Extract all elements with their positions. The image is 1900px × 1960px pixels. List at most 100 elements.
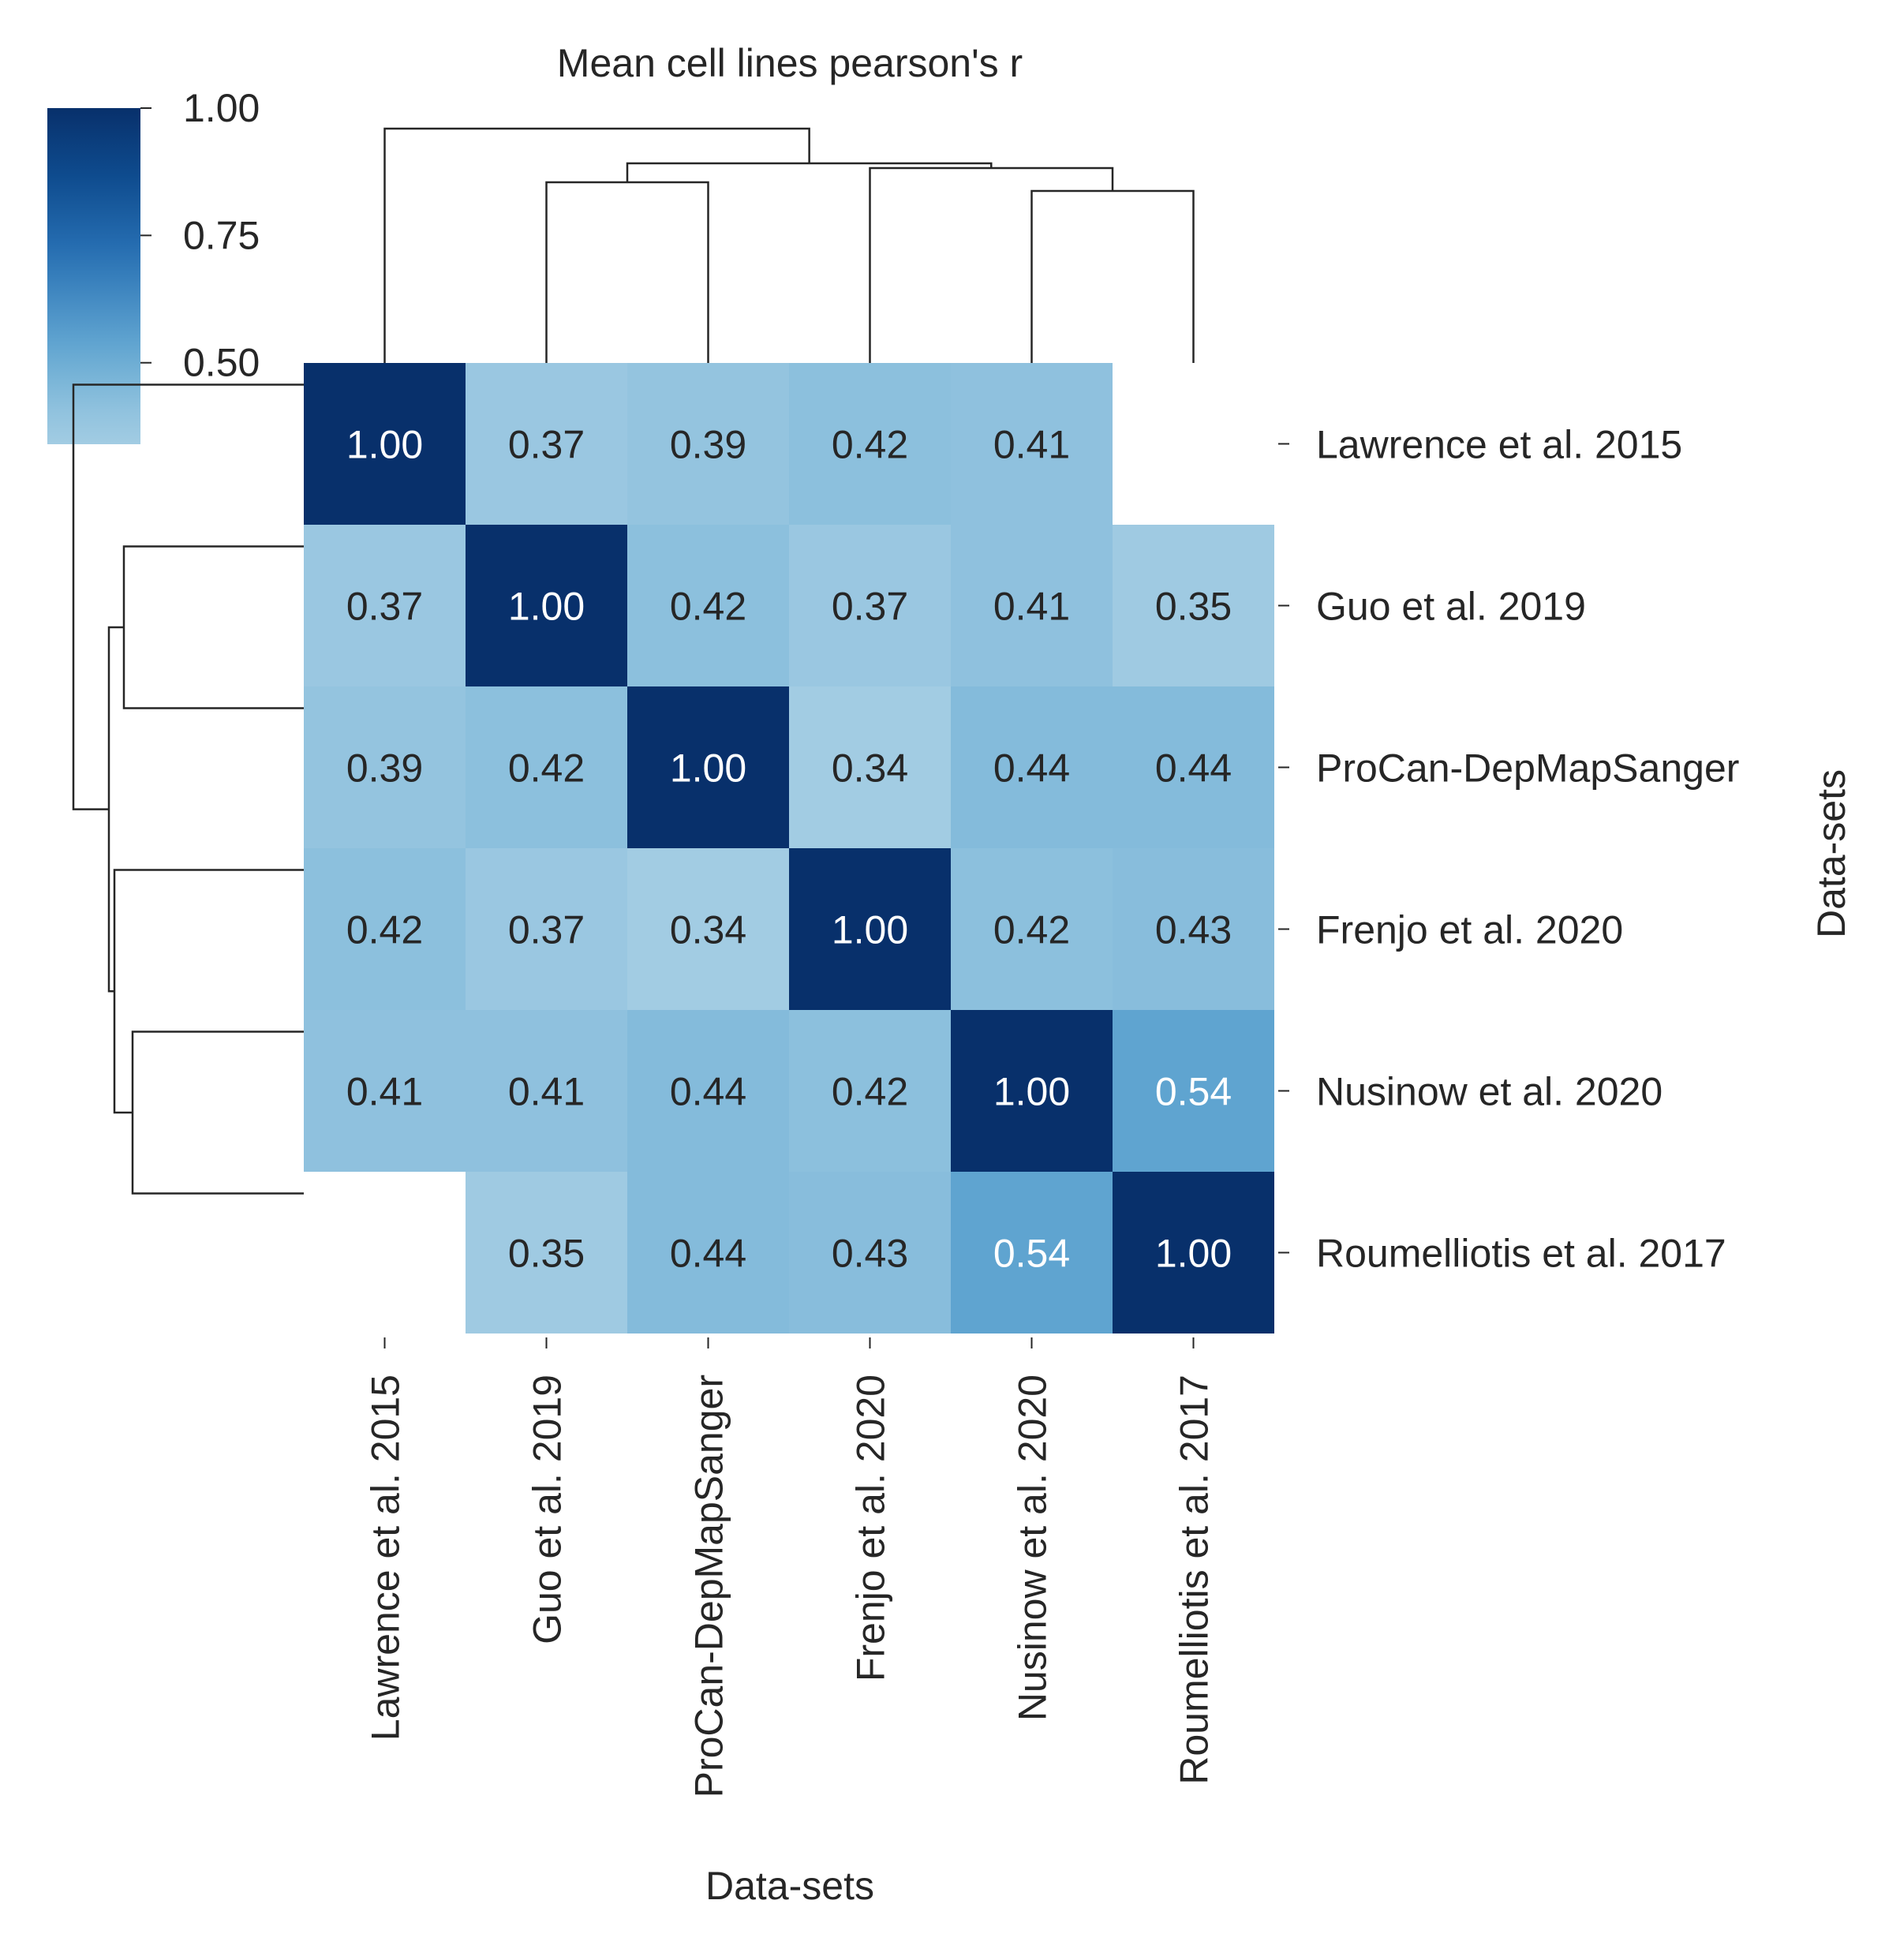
heatmap-cell bbox=[304, 848, 466, 1010]
cell-value-label: 0.54 bbox=[1155, 1070, 1232, 1114]
heatmap-cell bbox=[951, 686, 1113, 848]
dendrogram-branch bbox=[122, 545, 304, 709]
heatmap-cell bbox=[466, 1172, 627, 1333]
chart-title: Mean cell lines pearson's r bbox=[557, 41, 1023, 85]
left-dendrogram bbox=[72, 383, 304, 1195]
heatmap-cell bbox=[1113, 1172, 1274, 1333]
cell-value-label: 0.39 bbox=[670, 423, 746, 467]
heatmap-cell bbox=[1113, 848, 1274, 1010]
column-tick-label: Frenjo et al. 2020 bbox=[849, 1375, 893, 1681]
cell-value-label: 1.00 bbox=[346, 423, 423, 467]
colorbar-tick-label: 1.00 bbox=[183, 86, 260, 130]
heatmap-cell bbox=[951, 1010, 1113, 1172]
row-tick-label: Guo et al. 2019 bbox=[1316, 585, 1586, 629]
row-tick-label: Frenjo et al. 2020 bbox=[1316, 908, 1623, 952]
cell-value-label: 0.34 bbox=[670, 908, 746, 952]
cell-value-label: 0.44 bbox=[993, 746, 1070, 791]
cell-value-label: 0.41 bbox=[508, 1070, 585, 1114]
heatmap-cells: 1.00 0.37 0.39 0.42 0.41 0.37 1.00 0.42 0.37 0.41… bbox=[304, 363, 1274, 1333]
heatmap-cell bbox=[951, 1172, 1113, 1333]
heatmap-cell bbox=[1113, 1010, 1274, 1172]
cell-value-label: 0.44 bbox=[670, 1232, 746, 1276]
dendrogram-branch bbox=[72, 383, 304, 810]
cell-value-label: 1.00 bbox=[670, 746, 746, 791]
cell-value-label: 0.42 bbox=[670, 585, 746, 629]
x-axis-label: Data-sets bbox=[705, 1864, 874, 1908]
heatmap-cell bbox=[304, 525, 466, 686]
dendrogram-branch bbox=[626, 162, 993, 182]
cell-value-label: 0.37 bbox=[508, 423, 585, 467]
heatmap-cell bbox=[466, 1010, 627, 1172]
column-tick-label: ProCan-DepMapSanger bbox=[687, 1375, 731, 1797]
colorbar-tick-label: 0.75 bbox=[183, 213, 260, 257]
heatmap-cell bbox=[951, 848, 1113, 1010]
cell-value-label: 0.43 bbox=[832, 1232, 908, 1276]
cell-value-label: 1.00 bbox=[508, 585, 585, 629]
column-tick-label: Lawrence et al. 2015 bbox=[364, 1375, 408, 1741]
column-tick-labels: Lawrence et al. 2015 Guo et al. 2019 ProCa… bbox=[364, 1337, 1217, 1797]
heatmap-cell bbox=[789, 525, 951, 686]
heatmap-cell bbox=[951, 525, 1113, 686]
heatmap-cell bbox=[789, 1172, 951, 1333]
dendrogram-branch bbox=[113, 869, 304, 1114]
cell-value-label: 0.37 bbox=[508, 908, 585, 952]
cell-value-label: 0.41 bbox=[993, 585, 1070, 629]
cell-value-label: 0.37 bbox=[346, 585, 423, 629]
cell-value-label: 0.42 bbox=[832, 423, 908, 467]
y-axis-label: Data-sets bbox=[1809, 769, 1853, 938]
heatmap-cell bbox=[466, 686, 627, 848]
cell-value-label: 0.42 bbox=[832, 1070, 908, 1114]
cell-value-label: 0.44 bbox=[670, 1070, 746, 1114]
dendrogram-branch bbox=[383, 127, 810, 363]
heatmap-cell bbox=[951, 363, 1113, 525]
cell-value-label: 0.44 bbox=[1155, 746, 1232, 791]
cell-value-label: 0.41 bbox=[346, 1070, 423, 1114]
cell-value-label: 1.00 bbox=[1155, 1232, 1232, 1276]
cell-value-label: 0.39 bbox=[346, 746, 423, 791]
heatmap-cell bbox=[627, 686, 789, 848]
colorbar: 0.50 0.75 1.00 bbox=[47, 86, 260, 444]
heatmap-cell bbox=[466, 363, 627, 525]
cell-value-label: 0.35 bbox=[508, 1232, 585, 1276]
column-tick-label: Roumelliotis et al. 2017 bbox=[1173, 1375, 1217, 1785]
dendrogram-branch bbox=[545, 181, 709, 363]
heatmap-cell bbox=[1113, 686, 1274, 848]
heatmap-cell bbox=[789, 1010, 951, 1172]
cell-value-label: 0.35 bbox=[1155, 585, 1232, 629]
heatmap-cell bbox=[627, 525, 789, 686]
dendrogram-branch bbox=[1030, 189, 1195, 363]
heatmap-cell bbox=[789, 686, 951, 848]
row-tick-label: Nusinow et al. 2020 bbox=[1316, 1070, 1662, 1114]
heatmap-cell bbox=[466, 525, 627, 686]
cell-value-label: 0.54 bbox=[993, 1232, 1070, 1276]
heatmap-cell bbox=[1113, 525, 1274, 686]
colorbar-tick-label: 0.50 bbox=[183, 341, 260, 385]
row-tick-label: Lawrence et al. 2015 bbox=[1316, 423, 1682, 467]
column-tick-label: Nusinow et al. 2020 bbox=[1011, 1375, 1055, 1721]
heatmap-cell bbox=[304, 686, 466, 848]
cell-value-label: 0.41 bbox=[993, 423, 1070, 467]
top-dendrogram bbox=[383, 127, 1195, 363]
colorbar-bar bbox=[47, 108, 140, 444]
cell-value-label: 0.42 bbox=[993, 908, 1070, 952]
heatmap-cell bbox=[466, 848, 627, 1010]
row-tick-label: ProCan-DepMapSanger bbox=[1316, 746, 1739, 791]
cell-value-label: 0.42 bbox=[346, 908, 423, 952]
cell-value-label: 0.37 bbox=[832, 585, 908, 629]
heatmap-cell bbox=[627, 1010, 789, 1172]
heatmap-cell bbox=[627, 363, 789, 525]
dendrogram-branch bbox=[869, 166, 1114, 363]
heatmap-cell bbox=[304, 1010, 466, 1172]
cell-value-label: 1.00 bbox=[832, 908, 908, 952]
dendrogram-branch bbox=[131, 1030, 304, 1195]
heatmap-cell bbox=[627, 848, 789, 1010]
column-tick-label: Guo et al. 2019 bbox=[525, 1375, 570, 1644]
heatmap-cell bbox=[627, 1172, 789, 1333]
heatmap-cell bbox=[304, 363, 466, 525]
row-tick-labels: Lawrence et al. 2015 Guo et al. 2019 ProCa… bbox=[1278, 423, 1739, 1276]
row-tick-label: Roumelliotis et al. 2017 bbox=[1316, 1232, 1726, 1276]
cell-value-label: 1.00 bbox=[993, 1070, 1070, 1114]
cell-value-label: 0.43 bbox=[1155, 908, 1232, 952]
dendrogram-branch bbox=[107, 626, 124, 993]
